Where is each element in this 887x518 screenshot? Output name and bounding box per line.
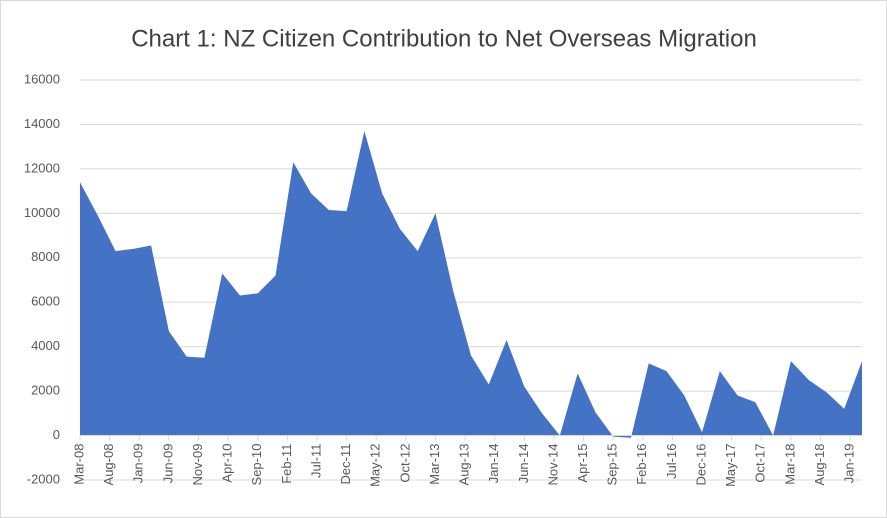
- y-tick-label: -2000: [27, 471, 60, 486]
- y-tick-label: 16000: [24, 71, 60, 86]
- x-tick-label: Mar-08: [71, 444, 86, 485]
- x-tick-label: Aug-18: [812, 444, 827, 486]
- x-tick-label: Nov-09: [190, 444, 205, 486]
- x-tick-label: Oct-17: [753, 444, 768, 483]
- y-tick-label: 10000: [24, 205, 60, 220]
- x-tick-label: May-12: [368, 444, 383, 487]
- y-tick-label: 14000: [24, 116, 60, 131]
- y-tick-label: 2000: [31, 383, 60, 398]
- x-tick-label: Mar-18: [782, 444, 797, 485]
- x-tick-label: Apr-15: [575, 444, 590, 483]
- x-tick-label: Aug-08: [101, 444, 116, 486]
- x-tick-label: Jun-09: [160, 444, 175, 484]
- chart-title: Chart 1: NZ Citizen Contribution to Net …: [131, 25, 757, 52]
- x-tick-label: Feb-11: [279, 444, 294, 484]
- x-tick-label: Jan-09: [131, 444, 146, 484]
- y-tick-label: 0: [53, 427, 60, 442]
- x-tick-label: Jul-16: [664, 444, 679, 479]
- x-tick-label: Jul-11: [308, 444, 323, 478]
- x-tick-label: Oct-12: [397, 444, 412, 483]
- x-tick-label: Dec-16: [693, 444, 708, 486]
- x-tick-label: Dec-11: [338, 444, 353, 485]
- x-tick-label: Nov-14: [545, 444, 560, 486]
- x-tick-label: Jan-14: [486, 444, 501, 484]
- x-tick-label: Sep-10: [249, 444, 264, 486]
- x-tick-label: Jan-19: [842, 444, 857, 484]
- y-tick-label: 8000: [31, 249, 60, 264]
- x-tick-label: Aug-13: [457, 444, 472, 486]
- y-tick-label: 4000: [31, 338, 60, 353]
- x-tick-label: Mar-13: [427, 444, 442, 485]
- x-tick-label: Apr-10: [220, 444, 235, 483]
- area: [80, 131, 862, 438]
- y-tick-label: 12000: [24, 160, 60, 175]
- x-tick-label: Sep-15: [605, 444, 620, 486]
- x-tick-label: Jun-14: [516, 444, 531, 484]
- x-tick-label: Feb-16: [634, 444, 649, 485]
- y-tick-label: 6000: [31, 294, 60, 309]
- x-tick-label: May-17: [723, 444, 738, 487]
